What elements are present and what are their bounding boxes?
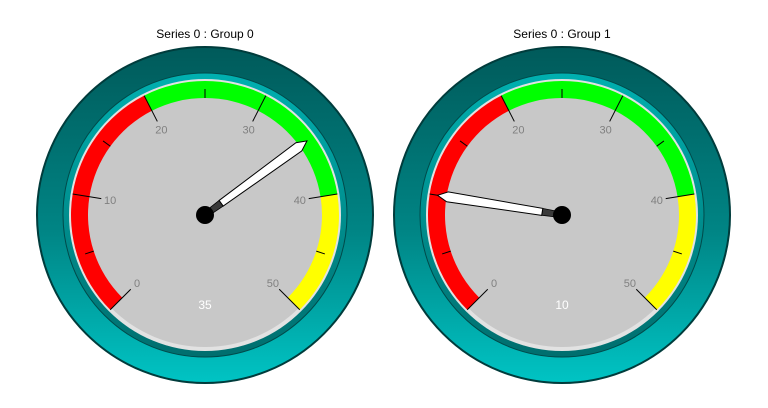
minor-tick — [102, 140, 111, 147]
major-tick — [635, 288, 658, 311]
major-tick — [665, 193, 695, 200]
tick-label: 20 — [512, 124, 524, 136]
tick-label: 10 — [104, 195, 116, 207]
gauge-band-2 — [287, 194, 340, 310]
tick-label: 0 — [134, 278, 140, 290]
gauge-band-1 — [501, 81, 695, 197]
minor-tick — [442, 250, 451, 255]
gauge-title: Series 0 : Group 1 — [513, 27, 611, 41]
gauge-0: Series 0 : Group 0 0 10 20 30 40 50 35 — [36, 27, 374, 384]
gauge-value-label: 10 — [555, 298, 569, 312]
tick-label: 50 — [624, 278, 636, 290]
major-tick — [143, 95, 158, 122]
tick-label: 30 — [599, 124, 611, 136]
major-tick — [609, 95, 624, 122]
tick-label: 30 — [242, 124, 254, 136]
tick-label: 40 — [294, 195, 306, 207]
minor-tick — [459, 140, 468, 147]
gauge-band-2 — [644, 194, 696, 310]
gauge-needle — [218, 140, 308, 207]
needle-hub — [196, 206, 214, 224]
minor-tick — [673, 250, 682, 255]
tick-label: 40 — [651, 195, 663, 207]
gauge-value-label: 35 — [198, 298, 212, 312]
gauge-band-0 — [428, 95, 509, 310]
tick-label: 50 — [267, 278, 279, 290]
tick-label: 0 — [491, 278, 497, 290]
gauge-needle — [436, 191, 544, 216]
minor-tick — [656, 140, 665, 147]
major-tick — [308, 193, 338, 200]
gauge-title: Series 0 : Group 0 — [156, 27, 254, 41]
major-tick — [252, 95, 267, 122]
gauge-band-1 — [144, 81, 338, 197]
major-tick — [72, 193, 102, 200]
gauge-band-0 — [71, 95, 152, 310]
minor-tick — [85, 250, 94, 255]
major-tick — [500, 95, 515, 122]
major-tick — [278, 288, 301, 311]
minor-tick — [316, 250, 325, 255]
major-tick — [466, 288, 489, 311]
tick-label: 20 — [155, 124, 167, 136]
needle-hub — [553, 206, 571, 224]
major-tick — [109, 288, 132, 311]
gauge-1: Series 0 : Group 10102030405010 — [393, 27, 731, 384]
